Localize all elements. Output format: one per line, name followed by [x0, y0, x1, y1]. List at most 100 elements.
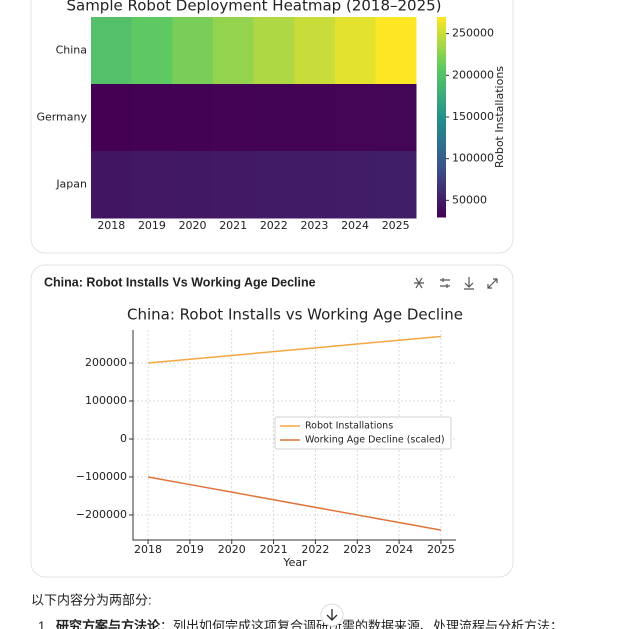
- y-tick-label: −100000: [76, 470, 127, 483]
- colorbar-segment: [437, 193, 446, 198]
- card-toolbar: [414, 277, 498, 290]
- heatmap-cell: [253, 151, 295, 219]
- colorbar-segment: [437, 41, 446, 46]
- colorbar-segment: [437, 209, 446, 214]
- colorbar-segment: [437, 113, 446, 118]
- heatmap-cell: [334, 17, 376, 85]
- heatmap-cell: [131, 84, 173, 152]
- x-tick-label: 2018: [97, 219, 125, 232]
- colorbar-segment: [437, 85, 446, 90]
- heatmap-cell: [131, 151, 173, 219]
- colorbar-segment: [437, 169, 446, 174]
- colorbar-segment: [437, 117, 446, 122]
- colorbar-segment: [437, 29, 446, 34]
- colorbar-segment: [437, 109, 446, 114]
- colorbar-segment: [437, 25, 446, 30]
- x-axis-label: Year: [282, 556, 307, 569]
- colorbar-segment: [437, 181, 446, 186]
- card-title: China: Robot Installs Vs Working Age Dec…: [44, 275, 316, 289]
- scroll-down-icon: [326, 609, 338, 621]
- colorbar-tick-label: 250000: [452, 27, 494, 40]
- heatmap-cell: [212, 84, 254, 152]
- colorbar-segment: [437, 53, 446, 58]
- y-tick-label: 0: [120, 432, 127, 445]
- colorbar-segment: [437, 49, 446, 54]
- x-tick-label: 2021: [260, 543, 288, 556]
- colorbar-segment: [437, 37, 446, 42]
- colorbar-tick-label: 200000: [452, 68, 494, 81]
- colorbar-segment: [437, 57, 446, 62]
- x-tick-label: 2024: [341, 219, 369, 232]
- colorbar-segment: [437, 65, 446, 70]
- x-tick-label: 2018: [134, 543, 162, 556]
- colorbar-segment: [437, 165, 446, 170]
- list-number: 1.: [38, 618, 49, 629]
- colorbar-segment: [437, 141, 446, 146]
- card: [30, 264, 514, 578]
- x-tick-label: 2022: [260, 219, 288, 232]
- colorbar-segment: [437, 153, 446, 158]
- list-text: ：列出如何完成这项复合调研所需的数据来源、处理流程与分析方法；: [160, 618, 563, 629]
- colorbar-segment: [437, 145, 446, 150]
- heatmap-cell: [172, 151, 214, 219]
- x-tick-label: 2023: [300, 219, 328, 232]
- line-series: [147, 335, 442, 364]
- colorbar-segment: [437, 121, 446, 126]
- colorbar-segment: [437, 97, 446, 102]
- colorbar-segment: [437, 205, 446, 210]
- heatmap-cell: [131, 17, 173, 85]
- paragraph: 以下内容分为两部分:: [31, 592, 152, 607]
- colorbar-segment: [437, 213, 446, 218]
- colorbar-segment: [437, 133, 446, 138]
- colorbar-segment: [437, 161, 446, 166]
- colorbar-segment: [437, 69, 446, 74]
- icon-button[interactable]: [487, 278, 498, 289]
- axis-frame: [132, 330, 456, 541]
- heatmap-cell: [172, 84, 214, 152]
- colorbar-segment: [437, 73, 446, 78]
- colorbar-segment: [437, 185, 446, 190]
- y-tick-label: Japan: [55, 178, 87, 191]
- y-tick-label: China: [56, 44, 87, 57]
- colorbar-segment: [437, 21, 446, 26]
- colorbar-segment: [437, 197, 446, 202]
- heatmap-cell: [375, 84, 417, 152]
- heatmap-cell: [91, 17, 133, 85]
- heatmap-cell: [294, 84, 336, 152]
- heatmap-cell: [294, 151, 336, 219]
- heatmap-cell: [212, 151, 254, 219]
- colorbar-segment: [437, 77, 446, 82]
- colorbar-tick-label: 50000: [452, 193, 487, 206]
- legend-label: Robot Installations: [305, 421, 393, 432]
- x-tick-label: 2025: [427, 543, 455, 556]
- heatmap-cell: [172, 17, 214, 85]
- heatmap-cell: [334, 84, 376, 152]
- x-tick-label: 2019: [176, 543, 204, 556]
- colorbar-segment: [437, 157, 446, 162]
- x-tick-label: 2024: [385, 543, 413, 556]
- heatmap-cell: [91, 84, 133, 152]
- heatmap-cell: [253, 84, 295, 152]
- chart-title: China: Robot Installs vs Working Age Dec…: [127, 306, 463, 324]
- colorbar-segment: [437, 17, 446, 22]
- heatmap-cell: [91, 151, 133, 219]
- colorbar-segment: [437, 201, 446, 206]
- heatmap-cell: [375, 151, 417, 219]
- x-tick-label: 2022: [301, 543, 329, 556]
- icon-button[interactable]: [464, 277, 474, 290]
- x-tick-label: 2025: [382, 219, 410, 232]
- icon-button[interactable]: [440, 278, 450, 288]
- legend-label: Working Age Decline (scaled): [305, 435, 445, 446]
- icon-button[interactable]: [414, 277, 424, 289]
- colorbar-segment: [437, 177, 446, 182]
- list-bold: 研究方案与方法论: [56, 618, 161, 629]
- x-tick-label: 2019: [138, 219, 166, 232]
- colorbar-tick-label: 150000: [452, 110, 494, 123]
- colorbar-segment: [437, 101, 446, 106]
- heatmap-cell: [375, 17, 417, 85]
- x-tick-label: 2020: [179, 219, 207, 232]
- colorbar-segment: [437, 125, 446, 130]
- x-tick-label: 2020: [218, 543, 246, 556]
- heatmap-cell: [294, 17, 336, 85]
- heatmap-cell: [334, 151, 376, 219]
